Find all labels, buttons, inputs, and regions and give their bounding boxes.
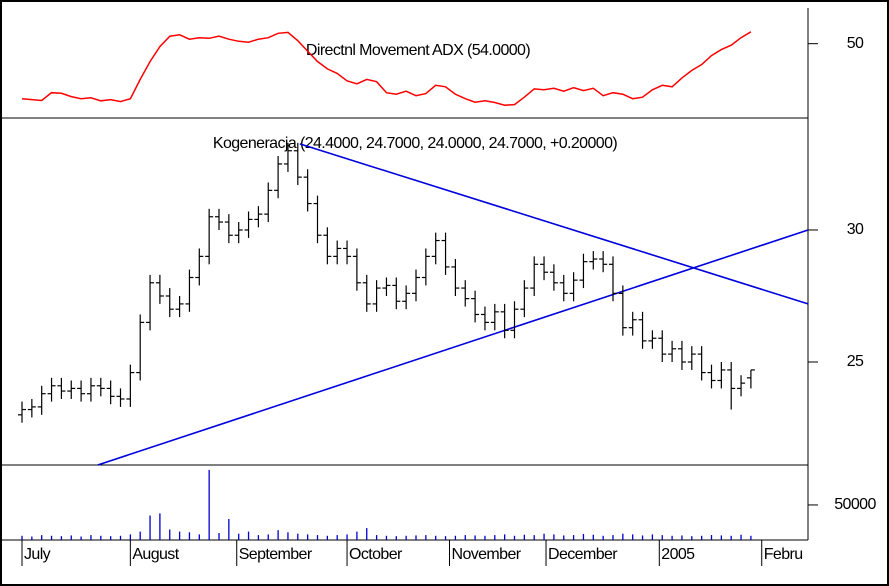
x-tick-label: Febru: [764, 546, 803, 563]
x-tick-label: November: [451, 546, 521, 563]
trend-line: [97, 229, 809, 466]
x-tick-label: 2005: [661, 546, 695, 563]
trend-line: [299, 143, 809, 305]
price-title: Kogeneracja (24.4000, 24.7000, 24.0000, …: [213, 135, 618, 152]
x-tick-label: August: [132, 546, 179, 563]
x-tick-label: September: [239, 546, 313, 563]
x-tick-label: October: [349, 546, 403, 563]
adx-line: [21, 31, 752, 106]
x-tick-label: December: [548, 546, 618, 563]
y-tick-label: 50: [847, 35, 864, 52]
y-tick-label: 30: [847, 221, 864, 238]
x-tick-label: July: [24, 546, 51, 563]
y-tick-label: 25: [847, 353, 864, 370]
y-tick-label: 50000: [834, 496, 876, 513]
adx-title: Directnl Movement ADX (54.0000): [306, 42, 530, 59]
